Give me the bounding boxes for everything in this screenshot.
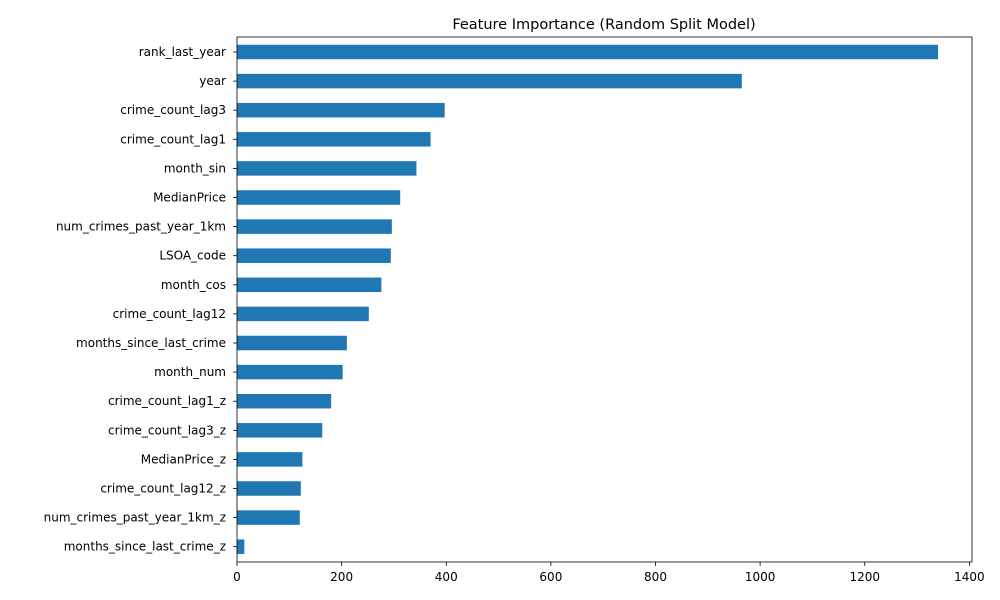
bar-crime_count_lag12_z <box>237 481 301 496</box>
y-tick-label: months_since_last_crime_z <box>64 540 226 554</box>
bar-crime_count_lag3_z <box>237 423 323 438</box>
bar-crime_count_lag3 <box>237 102 445 118</box>
bar-month_sin <box>237 161 417 176</box>
x-tick-label: 400 <box>435 570 458 584</box>
y-tick-label: MedianPrice_z <box>141 452 226 466</box>
x-tick-label: 0 <box>233 570 241 584</box>
bar-crime_count_lag12 <box>237 306 369 322</box>
x-tick-label: 800 <box>644 570 667 584</box>
y-tick-label: num_crimes_past_year_1km <box>56 220 226 234</box>
y-tick-label: year <box>199 74 226 88</box>
y-tick-label: months_since_last_crime <box>76 336 226 350</box>
bar-month_cos <box>237 277 382 293</box>
x-tick-label: 1000 <box>745 570 776 584</box>
x-tick-label: 1200 <box>849 570 880 584</box>
y-tick-label: crime_count_lag3_z <box>108 423 226 437</box>
y-tick-label: crime_count_lag3 <box>120 103 226 117</box>
y-tick-label: num_crimes_past_year_1km_z <box>44 511 226 525</box>
y-tick-label: rank_last_year <box>139 45 226 59</box>
y-tick-label: MedianPrice <box>153 191 226 205</box>
bar-MedianPrice_z <box>237 452 303 467</box>
y-tick-label: crime_count_lag1 <box>120 132 226 146</box>
bar-crime_count_lag1_z <box>237 393 332 409</box>
bar-MedianPrice <box>237 190 401 205</box>
y-tick-label: month_num <box>154 365 226 379</box>
bar-num_crimes_past_year_1km <box>237 219 392 234</box>
x-tick-label: 600 <box>539 570 562 584</box>
x-tick-label: 200 <box>330 570 353 584</box>
bar-LSOA_code <box>237 248 391 263</box>
bar-months_since_last_crime <box>237 335 347 351</box>
bar-month_num <box>237 364 343 380</box>
y-tick-label: crime_count_lag1_z <box>108 394 226 408</box>
y-tick-label: month_cos <box>161 278 226 292</box>
chart-title: Feature Importance (Random Split Model) <box>452 17 755 33</box>
axes-frame <box>236 36 973 563</box>
x-tick-label: 1400 <box>954 570 985 584</box>
y-tick-label: crime_count_lag12_z <box>100 482 226 496</box>
y-tick-label: crime_count_lag12 <box>113 307 226 321</box>
y-tick-label: LSOA_code <box>159 249 226 263</box>
bar-rank_last_year <box>237 44 938 60</box>
y-tick-label: month_sin <box>164 161 226 175</box>
bar-year <box>237 73 742 89</box>
bar-crime_count_lag1 <box>237 132 431 147</box>
bar-months_since_last_crime_z <box>237 539 245 554</box>
bar-num_crimes_past_year_1km_z <box>237 510 300 525</box>
